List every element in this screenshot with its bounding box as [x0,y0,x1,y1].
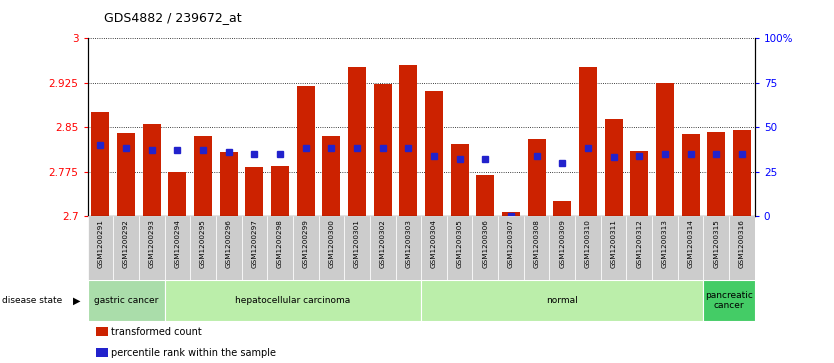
Text: percentile rank within the sample: percentile rank within the sample [111,347,276,358]
Text: GSM1200312: GSM1200312 [636,219,642,268]
Bar [528,139,545,216]
Text: GSM1200291: GSM1200291 [98,219,103,268]
Text: GDS4882 / 239672_at: GDS4882 / 239672_at [104,11,242,24]
Bar [164,280,421,321]
Bar [421,216,447,280]
Text: GSM1200295: GSM1200295 [200,219,206,268]
Text: GSM1200307: GSM1200307 [508,219,514,268]
Bar [447,216,473,280]
Bar [323,136,340,216]
Bar [139,216,164,280]
Text: GSM1200302: GSM1200302 [379,219,385,268]
Bar [703,280,755,321]
Bar [267,216,293,280]
Text: pancreatic
cancer: pancreatic cancer [706,291,753,310]
Bar [631,151,648,216]
Bar [344,216,369,280]
Bar [194,136,212,216]
Bar [395,216,421,280]
Text: GSM1200310: GSM1200310 [585,219,591,268]
Text: GSM1200296: GSM1200296 [226,219,232,268]
Text: GSM1200301: GSM1200301 [354,219,360,268]
Bar [88,280,164,321]
Bar [524,216,550,280]
Bar [216,216,242,280]
Bar [369,216,395,280]
Bar [473,216,498,280]
Text: GSM1200314: GSM1200314 [687,219,694,268]
Bar [92,112,109,216]
Text: normal: normal [546,296,578,305]
Bar [113,216,139,280]
Bar [88,216,113,280]
Text: GSM1200300: GSM1200300 [329,219,334,268]
Text: GSM1200298: GSM1200298 [277,219,283,268]
Text: GSM1200306: GSM1200306 [482,219,489,268]
Bar [117,133,135,216]
Text: GSM1200311: GSM1200311 [610,219,616,268]
Bar [707,132,726,216]
Text: disease state: disease state [2,296,62,305]
Bar [164,216,190,280]
Bar [678,216,703,280]
Text: GSM1200293: GSM1200293 [148,219,155,268]
Bar [600,216,626,280]
Bar [399,65,417,216]
Text: GSM1200313: GSM1200313 [662,219,668,268]
Bar [605,119,623,216]
Text: GSM1200297: GSM1200297 [251,219,258,268]
Bar [450,144,469,216]
Bar [498,216,524,280]
Text: GSM1200315: GSM1200315 [713,219,719,268]
Bar [219,152,238,216]
Bar [143,124,161,216]
Bar [242,216,267,280]
Bar [703,216,729,280]
Bar [271,166,289,216]
Text: GSM1200305: GSM1200305 [457,219,463,268]
Text: GSM1200304: GSM1200304 [431,219,437,268]
Text: GSM1200308: GSM1200308 [534,219,540,268]
Bar [550,216,575,280]
Bar [421,280,703,321]
Bar [575,216,600,280]
Text: gastric cancer: gastric cancer [94,296,158,305]
Bar [476,175,495,216]
Bar [681,134,700,216]
Bar [190,216,216,280]
Bar [319,216,344,280]
Bar [293,216,319,280]
Bar [348,66,366,216]
Text: GSM1200294: GSM1200294 [174,219,180,268]
Bar [297,86,314,216]
Bar [168,171,186,216]
Bar [374,84,392,216]
Bar [733,130,751,216]
Text: GSM1200303: GSM1200303 [405,219,411,268]
Text: transformed count: transformed count [111,327,202,337]
Bar [626,216,652,280]
Bar [425,91,443,216]
Text: hepatocellular carcinoma: hepatocellular carcinoma [235,296,350,305]
Bar [502,212,520,216]
Bar [245,167,264,216]
Bar [656,83,674,216]
Bar [729,216,755,280]
Text: GSM1200292: GSM1200292 [123,219,129,268]
Bar [553,201,571,216]
Text: ▶: ▶ [73,295,80,305]
Bar [579,66,597,216]
Text: GSM1200316: GSM1200316 [739,219,745,268]
Bar [652,216,678,280]
Text: GSM1200309: GSM1200309 [560,219,565,268]
Text: GSM1200299: GSM1200299 [303,219,309,268]
